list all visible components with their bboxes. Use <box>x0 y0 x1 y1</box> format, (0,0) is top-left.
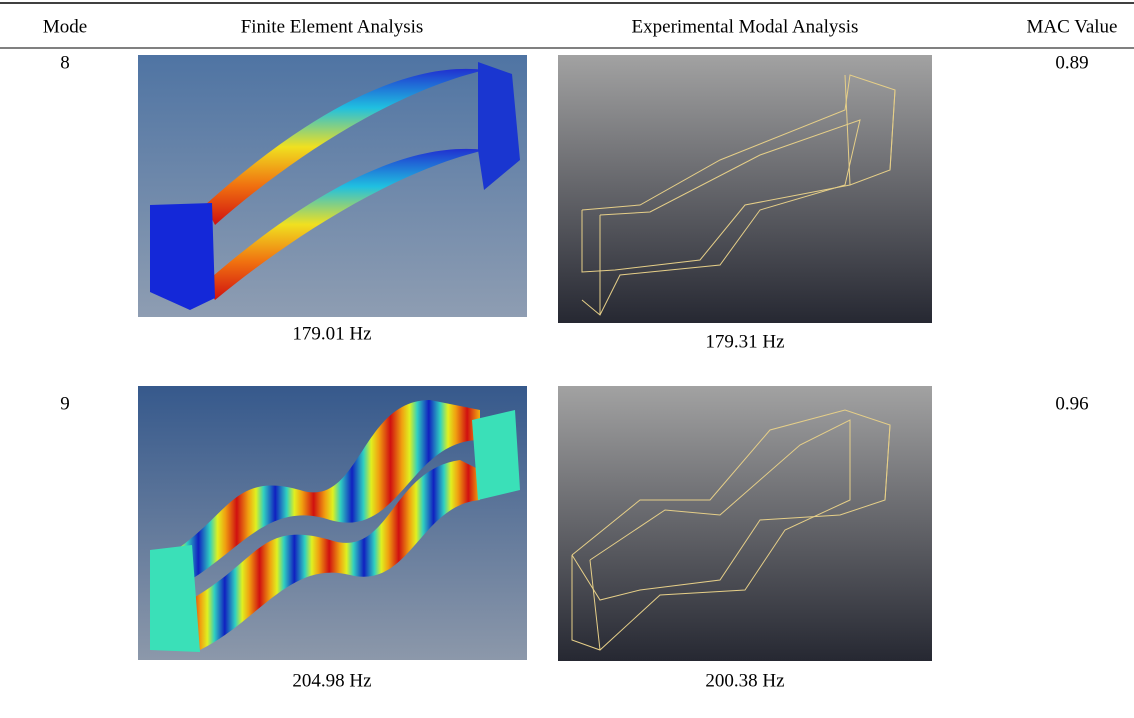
ema-image <box>558 55 932 323</box>
header-cell: Finite Element Analysis <box>241 16 424 37</box>
header-cell: Experimental Modal Analysis <box>632 16 859 37</box>
fea-image <box>138 386 527 660</box>
ema-frequency: 200.38 Hz <box>705 670 784 691</box>
header-cell: MAC Value <box>1027 16 1118 37</box>
mode-cell: 9 <box>60 393 70 414</box>
mac-cell: 0.96 <box>1055 393 1088 414</box>
table: Mode Finite Element Analysis Experimenta… <box>0 0 1134 718</box>
ema-frequency: 179.31 Hz <box>705 331 784 352</box>
ema-image <box>558 386 932 661</box>
fea-frequency: 179.01 Hz <box>292 323 371 344</box>
mac-cell: 0.89 <box>1055 52 1088 73</box>
header-cell: Mode <box>43 16 87 37</box>
fea-image <box>138 55 527 317</box>
mode-cell: 8 <box>60 52 70 73</box>
page: Mode Finite Element Analysis Experimenta… <box>0 0 1134 718</box>
fea-frequency: 204.98 Hz <box>292 670 371 691</box>
